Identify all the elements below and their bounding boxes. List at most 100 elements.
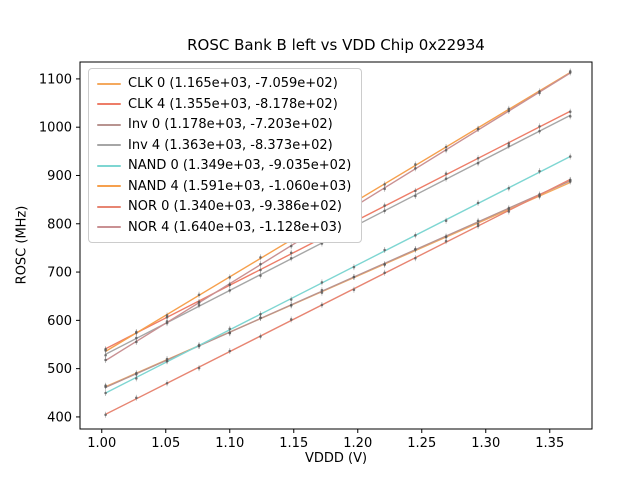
data-point [165,316,169,319]
legend-item-clk-0: CLK 0 (1.165e+03, -7.059e+02) [97,74,351,94]
legend-line-swatch [97,164,121,167]
legend-label: Inv 4 (1.363e+03, -8.373e+02) [128,137,333,153]
legend-label: Inv 0 (1.178e+03, -7.203e+02) [128,117,333,133]
chart-title: ROSC Bank B left vs VDD Chip 0x22934 [187,36,485,54]
legend-label: NAND 0 (1.349e+03, -9.035e+02) [128,158,352,174]
data-point [197,303,201,307]
y-tick-label: 1100 [39,72,72,87]
data-point [352,288,356,292]
data-point [414,256,417,260]
data-point [507,107,511,111]
data-point [414,167,417,170]
data-point [165,314,169,317]
y-tick-label: 1000 [39,121,72,136]
data-point [104,349,107,352]
data-point [414,163,417,166]
legend-label: NOR 0 (1.340e+03, -9.386e+02) [128,199,342,215]
data-point [414,247,417,251]
y-tick-label: 400 [47,410,72,425]
data-point [568,71,572,74]
data-point [289,251,293,255]
y-tick-label: 900 [47,169,72,184]
data-point [476,201,480,205]
data-point [538,193,541,196]
data-point [259,256,262,259]
data-point [507,109,511,113]
data-point [165,320,169,323]
data-point [383,263,386,266]
x-tick-label: 1.25 [407,436,436,451]
data-point [320,291,324,294]
data-point [104,391,107,395]
data-point [289,298,293,301]
data-point [444,239,448,243]
x-tick-label: 1.05 [151,436,180,451]
legend-line-swatch [97,185,121,188]
data-point [538,125,541,128]
data-point [507,187,511,190]
data-point [444,172,448,175]
legend-line-swatch [97,103,121,106]
data-point [289,318,293,321]
axes-frame [79,61,593,430]
x-tick-label: 1.35 [535,436,564,451]
data-point [259,262,262,266]
data-point [289,244,293,248]
legend-item-inv-4: Inv 4 (1.363e+03, -8.373e+02) [97,136,351,156]
legend-item-inv-0: Inv 0 (1.178e+03, -7.203e+02) [97,115,351,135]
data-point [165,381,169,385]
data-point [568,178,572,182]
legend-item-clk-4: CLK 4 (1.355e+03, -8.178e+02) [97,95,351,115]
data-point [228,331,232,335]
data-point [104,385,107,389]
data-point [259,312,262,316]
data-point [568,155,572,158]
data-point [104,353,107,357]
legend-line-swatch [97,205,121,208]
data-point [538,91,541,95]
data-point [197,293,201,297]
legend-item-nand-0: NAND 0 (1.349e+03, -9.035e+02) [97,156,351,176]
x-tick-label: 1.10 [215,436,244,451]
data-point [444,145,448,149]
data-point [352,265,356,269]
data-point [228,349,232,353]
legend-item-nor-0: NOR 0 (1.340e+03, -9.386e+02) [97,197,351,217]
data-point [259,316,262,320]
data-point [444,235,448,238]
data-point [538,169,541,173]
data-point [104,358,107,362]
legend-item-nand-4: NAND 4 (1.591e+03, -1.060e+03) [97,177,351,197]
data-point [135,372,138,376]
data-point [259,335,262,338]
legend-line-swatch [97,226,121,229]
data-point [135,340,138,344]
data-point [507,144,511,148]
series-line-nand-0 [105,155,571,394]
data-point [383,209,386,213]
data-point [228,283,232,286]
data-point [507,142,511,145]
data-point [444,149,448,152]
data-point [289,257,293,260]
y-tick-label: 500 [47,362,72,377]
data-point [476,161,480,165]
data-point [320,288,324,292]
data-point [444,177,448,180]
data-point [228,289,232,292]
data-point [197,366,201,370]
data-point [197,301,201,304]
y-tick-label: 700 [47,266,72,281]
data-point [476,222,480,226]
data-point [476,224,480,228]
legend-label: NAND 4 (1.591e+03, -1.060e+03) [128,178,352,194]
data-point [507,206,511,210]
y-tick-label: 600 [47,314,72,329]
legend-line-swatch [97,144,121,147]
legend: CLK 0 (1.165e+03, -7.059e+02) CLK 4 (1.35… [88,68,363,243]
x-tick-label: 1.20 [343,436,372,451]
data-point [568,110,572,113]
x-tick-label: 1.30 [471,436,500,451]
y-axis-label: ROSC (MHz) [14,205,30,285]
